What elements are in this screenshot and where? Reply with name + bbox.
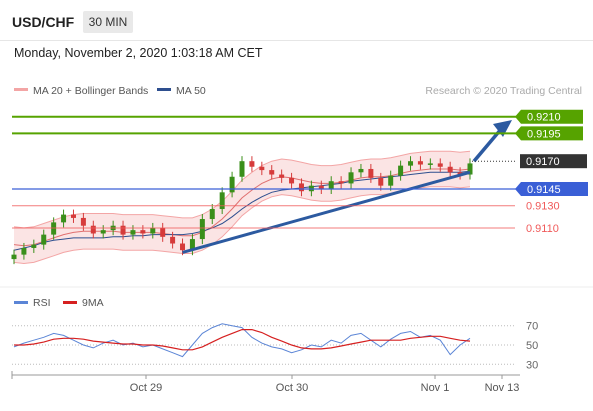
candle-body bbox=[457, 172, 463, 175]
candle-body bbox=[388, 175, 394, 186]
rsi-legend-label: RSI bbox=[33, 297, 51, 309]
candle-body bbox=[328, 181, 334, 189]
candle-body bbox=[338, 181, 344, 184]
candle-body bbox=[170, 236, 176, 244]
resistance-label: 0.9210 bbox=[527, 112, 561, 124]
ma20-line bbox=[13, 168, 471, 247]
candle-body bbox=[209, 209, 215, 220]
candle-body bbox=[239, 161, 245, 177]
candle-body bbox=[269, 170, 275, 175]
candle-body bbox=[437, 163, 443, 167]
support-label: 0.9130 bbox=[526, 201, 560, 213]
last-price-label: 0.9170 bbox=[526, 156, 560, 168]
candle-body bbox=[140, 230, 146, 234]
bollinger-legend-label: MA 20 + Bollinger Bands bbox=[33, 85, 148, 97]
symbol-label: USD/CHF bbox=[12, 14, 75, 30]
rsi-tick-label: 70 bbox=[526, 321, 538, 333]
candle-body bbox=[61, 214, 67, 223]
candle-body bbox=[427, 163, 433, 165]
candle-body bbox=[229, 176, 235, 193]
projection-arrow-head bbox=[493, 120, 512, 138]
candle-body bbox=[398, 165, 404, 176]
x-tick-label: Nov 1 bbox=[421, 382, 450, 394]
candle-body bbox=[80, 217, 86, 226]
x-tick-label: Oct 30 bbox=[276, 382, 308, 394]
candle-body bbox=[70, 214, 76, 218]
candle-body bbox=[467, 163, 473, 175]
timeframe-button[interactable]: 30 MIN bbox=[83, 11, 133, 33]
candle-body bbox=[368, 168, 374, 178]
candle-body bbox=[21, 247, 27, 255]
rsi-plot: 70 50 30 bbox=[12, 321, 538, 371]
candle-body bbox=[90, 225, 96, 234]
x-tick-label: Nov 13 bbox=[485, 382, 520, 394]
candle-body bbox=[100, 230, 106, 234]
ma50-legend-swatch bbox=[157, 88, 171, 91]
candle-body bbox=[348, 172, 354, 184]
time-axis: Oct 29 Oct 30 Nov 1 Nov 13 bbox=[11, 371, 520, 394]
trendline bbox=[182, 170, 471, 254]
candle-body bbox=[289, 177, 295, 184]
candle-body bbox=[199, 219, 205, 240]
last-price-tag bbox=[520, 154, 587, 169]
rsi-ma-legend-label: 9MA bbox=[82, 297, 104, 309]
candle-body bbox=[130, 230, 136, 235]
levels: 0.9210 0.9195 0.9170 0.9145 0.9130 0.9110 bbox=[12, 109, 588, 235]
rsi-ma-legend-swatch bbox=[63, 301, 77, 304]
rsi-ma-line bbox=[14, 329, 471, 351]
price-plot bbox=[11, 120, 512, 265]
candle-body bbox=[447, 166, 453, 173]
resistance-label: 0.9195 bbox=[527, 128, 561, 140]
resistance-tag bbox=[515, 109, 583, 124]
chart-header: USD/CHF 30 MIN bbox=[0, 0, 593, 41]
ma50-legend-label: MA 50 bbox=[176, 85, 206, 97]
candle-body bbox=[219, 192, 225, 210]
rsi-line bbox=[13, 323, 471, 358]
ma50-line bbox=[13, 170, 471, 251]
rsi-tick-label: 50 bbox=[526, 340, 538, 352]
rsi-legend-swatch bbox=[14, 301, 28, 304]
candle-body bbox=[180, 243, 186, 251]
bollinger-legend-swatch bbox=[14, 88, 28, 91]
x-tick-label: Oct 29 bbox=[130, 382, 162, 394]
pivot-tag bbox=[515, 182, 588, 196]
candle-body bbox=[11, 254, 17, 260]
candle-body bbox=[41, 234, 47, 245]
candle-body bbox=[120, 225, 126, 235]
candle-body bbox=[160, 227, 166, 237]
rsi-tick-label: 30 bbox=[526, 359, 538, 371]
candle-body bbox=[249, 161, 255, 167]
support-label: 0.9110 bbox=[526, 223, 559, 235]
candle-body bbox=[189, 239, 195, 251]
price-legend: MA 20 + Bollinger Bands MA 50 Research ©… bbox=[14, 85, 582, 97]
candle-body bbox=[318, 185, 324, 189]
candle-body bbox=[51, 222, 57, 235]
candle-body bbox=[417, 161, 423, 165]
candle-body bbox=[298, 183, 304, 192]
candle-body bbox=[358, 168, 364, 173]
candle-body bbox=[279, 174, 285, 178]
candle-body bbox=[259, 166, 265, 171]
candle-body bbox=[31, 244, 37, 248]
candle-body bbox=[378, 177, 384, 186]
timestamp: Monday, November 2, 2020 1:03:18 AM CET bbox=[14, 46, 263, 60]
resistance-tag bbox=[515, 126, 583, 141]
candle-body bbox=[150, 227, 156, 234]
candle-body bbox=[408, 161, 414, 166]
rsi-legend: RSI 9MA bbox=[14, 297, 104, 309]
pivot-label: 0.9145 bbox=[527, 184, 561, 196]
research-credit: Research © 2020 Trading Central bbox=[425, 85, 582, 97]
